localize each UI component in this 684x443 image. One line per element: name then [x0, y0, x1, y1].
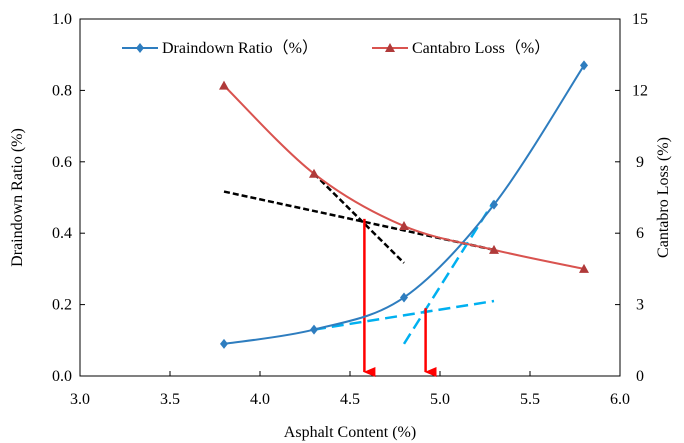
y2-tick-label: 6 [636, 225, 644, 242]
y2-tick-label: 15 [632, 11, 648, 28]
legend-marker-diamond [136, 43, 144, 53]
series-line-cantabro [223, 84, 585, 270]
x-tick-label: 5.0 [430, 391, 450, 408]
tangent-line [313, 172, 405, 264]
x-tick-label: 6.0 [610, 391, 630, 408]
y-axis-title-left: Draindown Ratio (%) [9, 128, 26, 267]
x-tick-label: 5.5 [520, 391, 540, 408]
tangent-line [313, 299, 495, 331]
y2-tick-label: 3 [636, 297, 644, 314]
series-layer [219, 60, 589, 349]
cantabro-point [309, 168, 319, 178]
y-tick-label: 0.6 [52, 154, 72, 171]
y-tick-label: 0.4 [52, 225, 72, 242]
cantabro-point [489, 244, 499, 254]
x-tick-label: 3.5 [160, 391, 180, 408]
x-tick-label: 3.0 [70, 391, 90, 408]
x-tick-label: 4.5 [340, 391, 360, 408]
red-arrows [363, 218, 437, 377]
series-line-draindown [223, 64, 585, 345]
y2-tick-label: 0 [636, 368, 644, 385]
cantabro-point [399, 221, 409, 231]
cantabro-point [219, 80, 229, 90]
draindown-point [580, 60, 588, 71]
y-tick-label: 0.8 [52, 82, 72, 99]
draindown-point [220, 338, 228, 349]
draindown-point [490, 199, 498, 210]
cantabro-point [579, 263, 589, 273]
y-tick-label: 1.0 [52, 11, 72, 28]
draindown-point [400, 292, 408, 303]
tangent-line [402, 200, 496, 345]
legend-label: Cantabro Loss（%） [412, 39, 550, 57]
y2-tick-label: 12 [632, 82, 648, 99]
legend-marker-triangle [385, 43, 395, 52]
y2-tick-label: 9 [636, 154, 644, 171]
y-tick-label: 0.0 [52, 368, 72, 385]
tick-labels: 3.0 3.5 4.0 4.5 5.0 5.5 6.0 0.0 0.2 0.4 0.6 0.8 1.0 0… [52, 11, 648, 408]
legend: Draindown Ratio（%） Cantabro Loss（%） [122, 39, 550, 57]
x-tick-label: 4.0 [250, 391, 270, 408]
draindown-point [310, 324, 318, 335]
y-axis-title-right: Cantabro Loss (%) [655, 137, 672, 258]
x-axis-title: Asphalt Content (%) [284, 424, 416, 441]
y-tick-label: 0.2 [52, 297, 72, 314]
legend-label: Draindown Ratio（%） [162, 39, 318, 57]
